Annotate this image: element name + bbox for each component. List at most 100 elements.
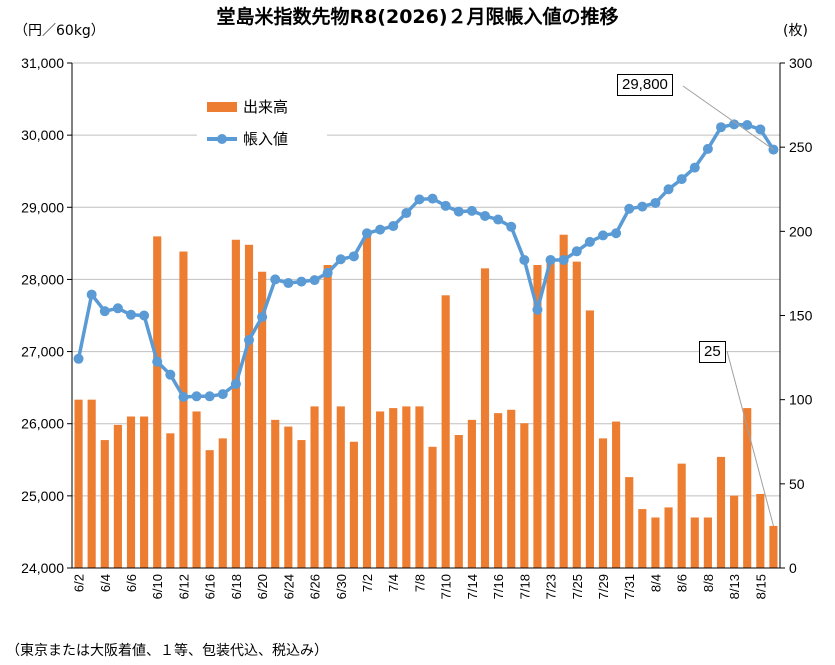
volume-bar	[467, 419, 476, 568]
x-tick-label: 6/2	[72, 574, 87, 592]
price-point	[742, 120, 753, 131]
x-tick-label: 8/6	[675, 574, 690, 592]
right-tick-label: 250	[789, 139, 813, 155]
price-point	[112, 303, 123, 314]
volume-bar	[703, 517, 712, 568]
chart-title: 堂島米指数先物R8(2026)２月限帳入値の推移	[216, 6, 619, 28]
volume-bar	[218, 438, 227, 568]
price-point	[532, 304, 543, 315]
price-point	[126, 309, 136, 320]
price-point	[506, 221, 517, 232]
legend-item-price: 帳入値	[207, 128, 288, 149]
x-tick-label: 7/4	[386, 574, 401, 592]
price-point	[309, 275, 320, 286]
price-point	[230, 379, 241, 390]
price-point	[545, 254, 556, 265]
x-tick-label: 8/15	[753, 574, 768, 599]
price-point	[191, 391, 202, 402]
x-tick-label: 8/8	[701, 574, 716, 592]
left-tick-label: 24,000	[21, 560, 64, 576]
volume-bar	[756, 493, 765, 568]
volume-bar	[244, 244, 254, 569]
left-axis-ticks: 24,000 25,000 26,000 27,000 28,000 29,000 30,0…	[21, 55, 64, 576]
volume-bar	[323, 265, 332, 568]
right-axis-unit: (枚)	[783, 23, 808, 39]
callout-last-price: 29,800	[617, 74, 673, 96]
volume-bar	[74, 399, 83, 568]
volume-bar	[572, 261, 581, 568]
volume-bar	[113, 424, 122, 568]
x-tick-label: 6/10	[150, 574, 165, 599]
left-tick-label: 27,000	[21, 344, 64, 360]
volume-bar	[179, 251, 188, 569]
price-point	[519, 254, 530, 265]
volume-bar	[362, 234, 372, 568]
gridlines	[72, 62, 780, 497]
volume-bar	[87, 399, 96, 568]
price-point	[296, 276, 307, 287]
volume-bar	[336, 406, 345, 568]
volume-bar	[664, 507, 673, 568]
volume-bar	[310, 406, 319, 568]
x-tick-label: 6/30	[334, 574, 349, 599]
price-point	[178, 392, 189, 403]
left-tick-label: 29,000	[21, 199, 64, 215]
price-point	[637, 201, 648, 212]
right-axis-ticks: 0 50 100 150 200 250 300	[789, 55, 813, 576]
x-tick-label: 8/4	[648, 574, 663, 592]
price-point	[676, 174, 687, 185]
volume-bar	[389, 408, 398, 568]
volume-bar	[297, 440, 306, 568]
price-point	[480, 210, 490, 221]
volume-bar	[598, 438, 608, 568]
volume-bar	[205, 450, 214, 568]
x-tick-label: 7/2	[360, 574, 375, 592]
volume-bar	[140, 416, 149, 568]
price-point	[611, 228, 622, 239]
x-tick-label: 6/24	[281, 574, 296, 599]
price-point	[466, 205, 477, 216]
price-callout-leader	[682, 85, 774, 150]
price-point	[244, 335, 254, 346]
price-point	[139, 310, 150, 321]
right-tick-label: 200	[789, 223, 813, 239]
volume-bar	[376, 411, 385, 568]
volume-bar	[585, 310, 594, 568]
legend-label-price: 帳入値	[243, 130, 289, 148]
volume-bar	[402, 406, 411, 568]
volume-bar	[651, 517, 660, 568]
right-tick-label: 300	[789, 55, 813, 71]
right-tick-label: 0	[789, 560, 797, 576]
volume-bar	[677, 463, 686, 568]
volume-bar	[494, 413, 503, 568]
legend-label-volume: 出来高	[243, 98, 289, 116]
x-tick-label: 8/13	[727, 574, 742, 599]
price-line	[73, 119, 779, 403]
price-point	[427, 193, 438, 204]
price-point	[375, 224, 386, 235]
x-tick-label: 7/10	[439, 574, 454, 599]
price-point	[584, 236, 595, 247]
left-axis-unit: （円／60kg）	[14, 23, 105, 39]
price-point	[204, 391, 215, 402]
footnote: （東京または大阪着値、１等、包装代込、税込み）	[6, 643, 328, 659]
volume-callout-leader	[726, 350, 774, 527]
price-point	[663, 184, 674, 195]
legend: 出来高 帳入値	[197, 88, 327, 158]
x-tick-label: 6/6	[124, 574, 139, 592]
x-tick-label: 7/16	[491, 574, 506, 599]
price-point	[99, 306, 110, 317]
price-point	[729, 119, 740, 130]
x-tick-label: 7/31	[622, 574, 637, 599]
price-point	[165, 369, 176, 380]
volume-bar	[231, 239, 240, 568]
x-tick-label: 7/8	[412, 574, 427, 592]
x-tick-label: 6/18	[229, 574, 244, 599]
price-point	[401, 208, 412, 219]
x-tick-label: 6/20	[255, 574, 270, 599]
price-point	[152, 356, 163, 367]
legend-item-volume: 出来高	[207, 96, 288, 117]
price-point	[217, 389, 228, 400]
volume-bar	[428, 446, 437, 568]
